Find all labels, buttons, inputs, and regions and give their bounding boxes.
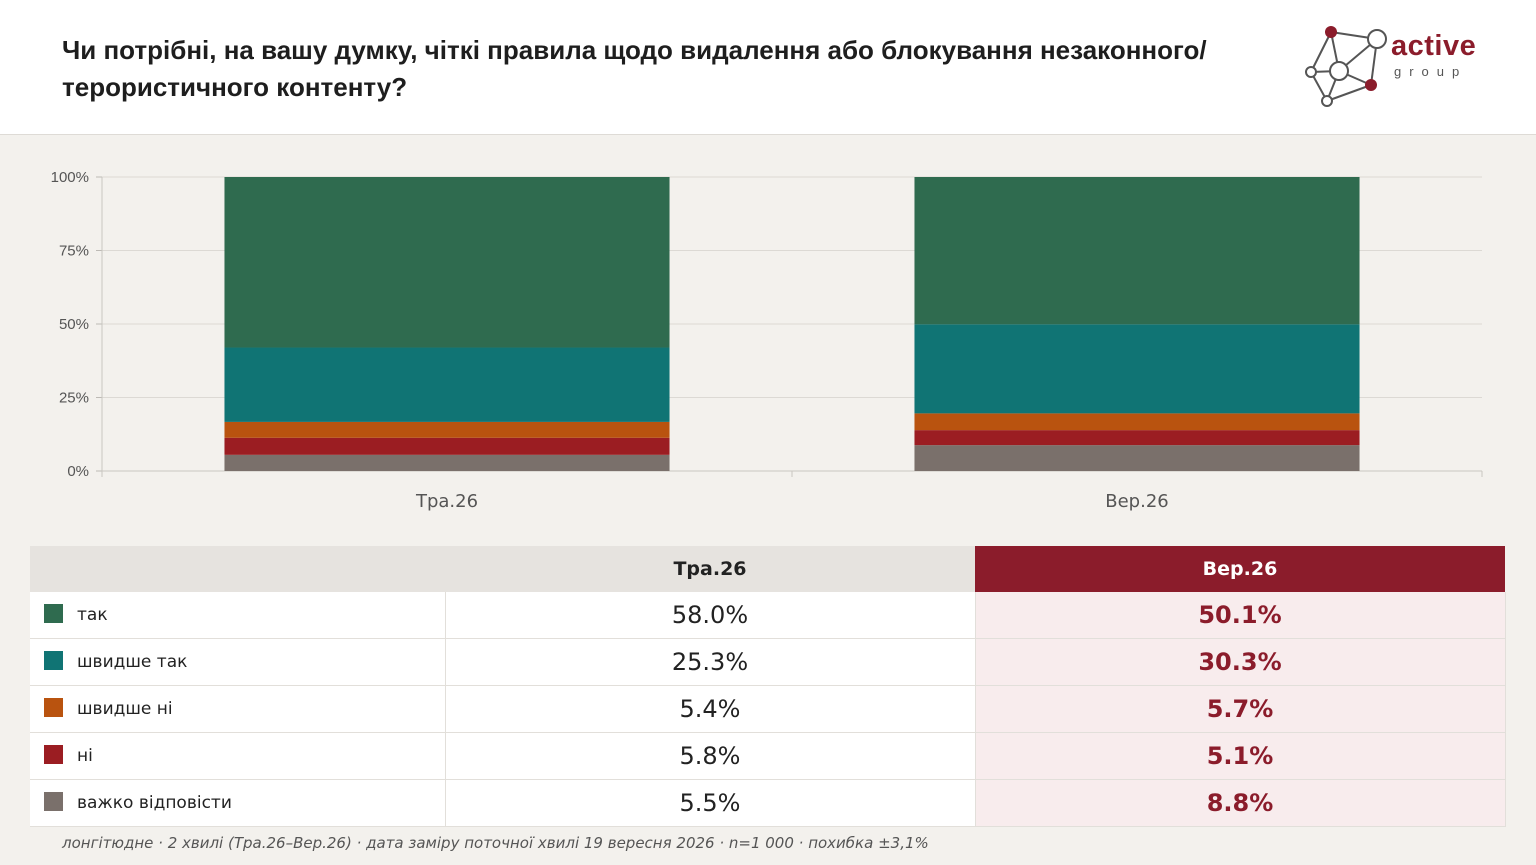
value-prev: 5.8% [445, 732, 976, 780]
results-table: Тра.26 Вер.26 так 58.0% 50.1% швидше так… [30, 546, 1506, 827]
table-row: ні 5.8% 5.1% [30, 732, 1506, 780]
x-axis-ticks: Тра.26 Вер.26 [415, 491, 1169, 512]
legend-swatch [44, 697, 63, 717]
row-label: так [77, 605, 108, 625]
logo-subword: group [1394, 64, 1468, 79]
value-current: 5.7% [975, 685, 1506, 733]
legend-swatch [44, 650, 63, 670]
value-prev: 25.3% [445, 638, 976, 686]
table-header-current: Вер.26 [975, 546, 1505, 592]
bar-segment [914, 177, 1360, 325]
value-current: 5.1% [975, 732, 1506, 780]
bar-segment [914, 413, 1360, 431]
legend-swatch [44, 744, 63, 764]
value-current: 50.1% [975, 592, 1506, 639]
row-label: ні [77, 746, 93, 766]
footnote: лонгітюдне · 2 хвилі (Тра.26–Вер.26) · д… [62, 834, 929, 852]
bar-segment [224, 437, 670, 455]
legend-swatch [44, 791, 63, 811]
table-header-row: Тра.26 Вер.26 [30, 546, 1505, 592]
header: Чи потрібні, на вашу думку, чіткі правил… [0, 0, 1536, 135]
bar-segment [224, 421, 670, 438]
value-prev: 5.4% [445, 685, 976, 733]
legend-swatch [44, 603, 63, 623]
table-row: швидше ні 5.4% 5.7% [30, 685, 1506, 733]
bar-segment [914, 430, 1360, 446]
y-tick-label: 75% [59, 243, 89, 260]
table-row: швидше так 25.3% 30.3% [30, 638, 1506, 686]
y-tick-label: 50% [59, 316, 89, 333]
bar-segment [224, 177, 670, 348]
table-row: важко відповісти 5.5% 8.8% [30, 779, 1506, 827]
bar-segment [224, 347, 670, 422]
row-label: швидше так [77, 652, 188, 672]
bar-segment [914, 445, 1360, 471]
value-prev: 5.5% [445, 779, 976, 827]
page-title: Чи потрібні, на вашу думку, чіткі правил… [62, 35, 1207, 102]
bar-segment [914, 324, 1360, 414]
chart-bars [224, 177, 1360, 471]
y-tick-label: 25% [59, 390, 89, 407]
network-logo-icon [1305, 26, 1387, 107]
table-header-empty [30, 546, 445, 592]
value-prev: 58.0% [445, 592, 976, 639]
y-tick-label: 0% [67, 463, 89, 480]
y-axis-ticks: 100% 75% 50% 25% 0% [51, 169, 89, 480]
row-label: швидше ні [77, 699, 173, 719]
value-current: 8.8% [975, 779, 1506, 827]
y-tick-label: 100% [51, 169, 89, 186]
logo-word: active [1391, 30, 1477, 62]
x-tick-label: Вер.26 [1105, 491, 1168, 512]
table-row: так 58.0% 50.1% [30, 592, 1506, 639]
x-tick-label: Тра.26 [415, 491, 478, 512]
bar-segment [224, 454, 670, 471]
logo: active group [1298, 18, 1488, 114]
stacked-bar-chart: 100% 75% 50% 25% 0% Тра.26 Вер.26 [51, 169, 1483, 512]
table-header-prev: Тра.26 [445, 546, 975, 592]
row-label: важко відповісти [77, 793, 232, 813]
value-current: 30.3% [975, 638, 1506, 686]
